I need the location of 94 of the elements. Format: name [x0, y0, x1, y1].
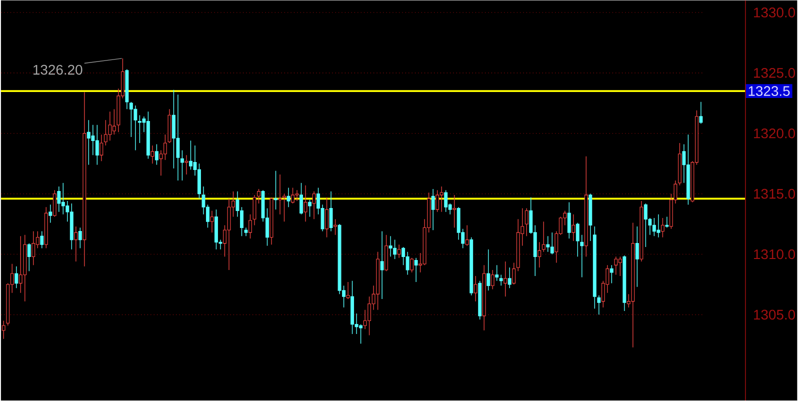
candlestick [414, 258, 418, 282]
candlestick [334, 218, 338, 236]
y-tick-label: 1330.0 [754, 8, 796, 18]
candlestick [508, 267, 512, 288]
candlestick [465, 224, 469, 246]
candlestick [393, 239, 397, 260]
candlestick [490, 270, 494, 290]
y-tick-label: 1320.0 [754, 128, 796, 138]
candlestick [495, 264, 499, 282]
candlestick [474, 276, 478, 302]
candlestick [134, 105, 138, 151]
candlestick [597, 295, 601, 316]
candlestick [504, 261, 508, 297]
candlestick [100, 134, 104, 162]
candlestick [635, 226, 639, 288]
candlestick [512, 262, 516, 285]
candlestick [40, 230, 44, 249]
candlestick [652, 218, 656, 237]
candlestick [154, 144, 158, 166]
candlestick [108, 111, 112, 142]
candlestick [74, 226, 78, 262]
candlestick [312, 191, 316, 220]
candlestick [359, 324, 363, 344]
candlestick [18, 236, 22, 294]
candlestick [227, 198, 231, 270]
candlestick [618, 256, 622, 276]
candlestick [524, 208, 528, 237]
candlestick [325, 197, 329, 238]
candlestick [538, 242, 542, 268]
candlestick [32, 230, 36, 266]
candlestick [86, 120, 90, 166]
candlestick [300, 182, 304, 215]
candlestick [282, 193, 286, 222]
candlestick [580, 234, 584, 278]
candlestick [308, 200, 312, 218]
candlestick [665, 216, 669, 228]
annotation: 1326.20 [34, 64, 82, 75]
candlestick [48, 204, 52, 224]
candlestick [567, 202, 571, 239]
candlestick [368, 296, 372, 336]
candlestick [52, 190, 56, 218]
candlestick [78, 227, 82, 249]
candlestick [388, 236, 392, 258]
candlestick [57, 186, 61, 212]
candlestick [440, 186, 444, 212]
candlestick [257, 188, 260, 204]
candlestick [546, 236, 550, 252]
candlestick [14, 266, 18, 288]
candlestick [291, 187, 294, 204]
candlestick [436, 190, 440, 212]
candlestick [91, 124, 95, 156]
candlestick [176, 94, 180, 181]
candlestick [329, 191, 333, 232]
candlestick [452, 194, 456, 228]
candlestick [644, 203, 648, 248]
candlestick [406, 252, 410, 276]
candlestick [572, 214, 576, 242]
candlestick [163, 134, 167, 160]
candlestick [486, 249, 490, 291]
candlestick [210, 210, 214, 233]
candlestick [542, 221, 546, 252]
candlestick [138, 114, 142, 144]
candlestick [550, 232, 554, 255]
candlestick [172, 90, 176, 169]
candlestick [656, 214, 660, 238]
candlestick [95, 124, 99, 166]
candlestick [150, 145, 154, 164]
candlestick [444, 190, 448, 212]
y-tick-label: 1325.0 [754, 68, 796, 78]
candlestick [61, 182, 65, 215]
candlestick [380, 230, 384, 300]
candlestick [499, 274, 503, 286]
y-tick-label: 1315.0 [754, 188, 796, 199]
candlestick [295, 190, 299, 202]
candlestick [660, 218, 664, 238]
candlestick [304, 185, 308, 222]
candlestick [610, 264, 614, 284]
candlestick [129, 102, 133, 138]
candlestick [614, 256, 618, 276]
candlestick [699, 102, 703, 124]
candlestick [27, 243, 31, 272]
ref-line-label: 1323.5 [748, 86, 790, 96]
candlestick [248, 214, 252, 239]
candlestick [397, 244, 401, 258]
y-tick-label: 1310.0 [754, 249, 796, 260]
candlestick [576, 222, 580, 258]
candlestick [431, 188, 435, 230]
candlestick [104, 120, 108, 146]
candlestick [180, 150, 184, 181]
candlestick [112, 108, 116, 135]
candlestick [346, 282, 350, 300]
candlestick [410, 258, 414, 273]
y-tick-label: 1305.0 [754, 310, 796, 320]
candlestick [188, 140, 192, 170]
